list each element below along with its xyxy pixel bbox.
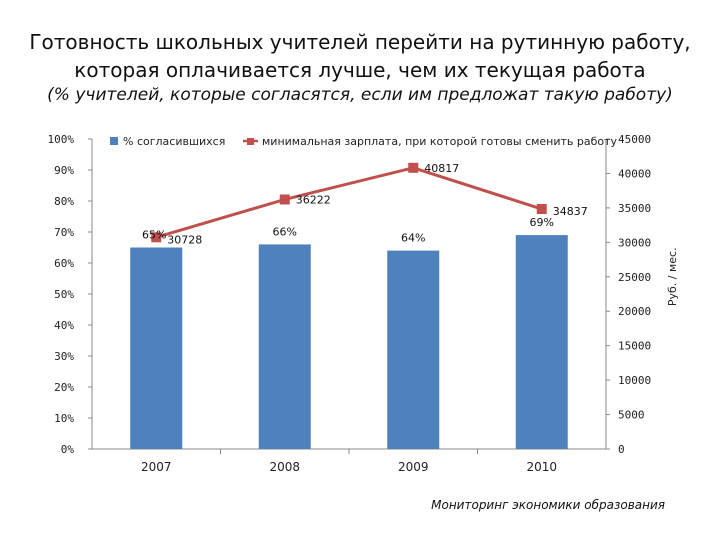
line-data-label: 30728 (167, 233, 202, 246)
y-left-tick-label: 20% (54, 381, 74, 394)
y-right-tick-label: 45000 (618, 133, 651, 146)
bar-data-label: 69% (530, 216, 554, 229)
y-right-tick-label: 40000 (618, 167, 651, 180)
y-right-axis-label: Руб. / мес. (666, 247, 679, 306)
legend-swatch-bars (110, 137, 118, 145)
x-tick-label: 2007 (141, 460, 172, 474)
bar (515, 235, 568, 449)
line-data-label: 36222 (296, 193, 331, 206)
y-right-tick-label: 25000 (618, 271, 651, 284)
y-left-tick-label: 40% (54, 319, 74, 332)
y-right-tick-label: 30000 (618, 236, 651, 249)
y-left-tick-label: 80% (54, 195, 74, 208)
y-left-tick-label: 70% (54, 226, 74, 239)
line-data-label: 40817 (424, 162, 459, 175)
bar-data-label: 66% (273, 225, 297, 238)
y-left-tick-label: 10% (54, 412, 74, 425)
line-point (279, 194, 290, 205)
chart-subtitle: (% учителей, которые согласятся, если им… (47, 85, 673, 105)
x-tick-label: 2009 (398, 460, 429, 474)
y-right-tick-label: 5000 (618, 409, 645, 422)
x-tick-label: 2008 (269, 460, 300, 474)
y-right-tick-label: 35000 (618, 202, 651, 215)
y-left-tick-label: 50% (54, 288, 74, 301)
y-left-tick-label: 90% (54, 164, 74, 177)
line-point (151, 232, 162, 243)
y-right-tick-label: 15000 (618, 340, 651, 353)
source-note: Мониторинг экономики образования (431, 498, 665, 512)
bar (130, 247, 183, 449)
y-right-tick-label: 20000 (618, 305, 651, 318)
y-left-tick-label: 60% (54, 257, 74, 270)
title-line-1: Готовность школьных учителей перейти на … (29, 30, 691, 54)
bar (387, 250, 440, 449)
y-left-tick-label: 30% (54, 350, 74, 363)
y-right-tick-label: 10000 (618, 374, 651, 387)
bar-data-label: 65% (142, 229, 166, 242)
bar-data-label: 64% (401, 232, 425, 245)
salary-line (155, 166, 543, 239)
bar (258, 244, 311, 449)
chart-title: Готовность школьных учителей перейти на … (0, 28, 720, 84)
x-tick-label: 2010 (526, 460, 557, 474)
line-point (536, 204, 547, 215)
line-point (408, 162, 419, 173)
line-data-label: 34837 (553, 205, 588, 218)
legend-label-bars: % согласившихся (123, 135, 225, 148)
legend-label-line: минимальная зарплата, при которой готовы… (262, 135, 618, 148)
title-line-2: которая оплачивается лучше, чем их текущ… (74, 58, 646, 82)
y-right-tick-label: 0 (618, 443, 625, 456)
y-left-tick-label: 100% (48, 133, 75, 146)
y-left-tick-label: 0% (61, 443, 75, 456)
legend-swatch-line-marker (247, 138, 254, 145)
